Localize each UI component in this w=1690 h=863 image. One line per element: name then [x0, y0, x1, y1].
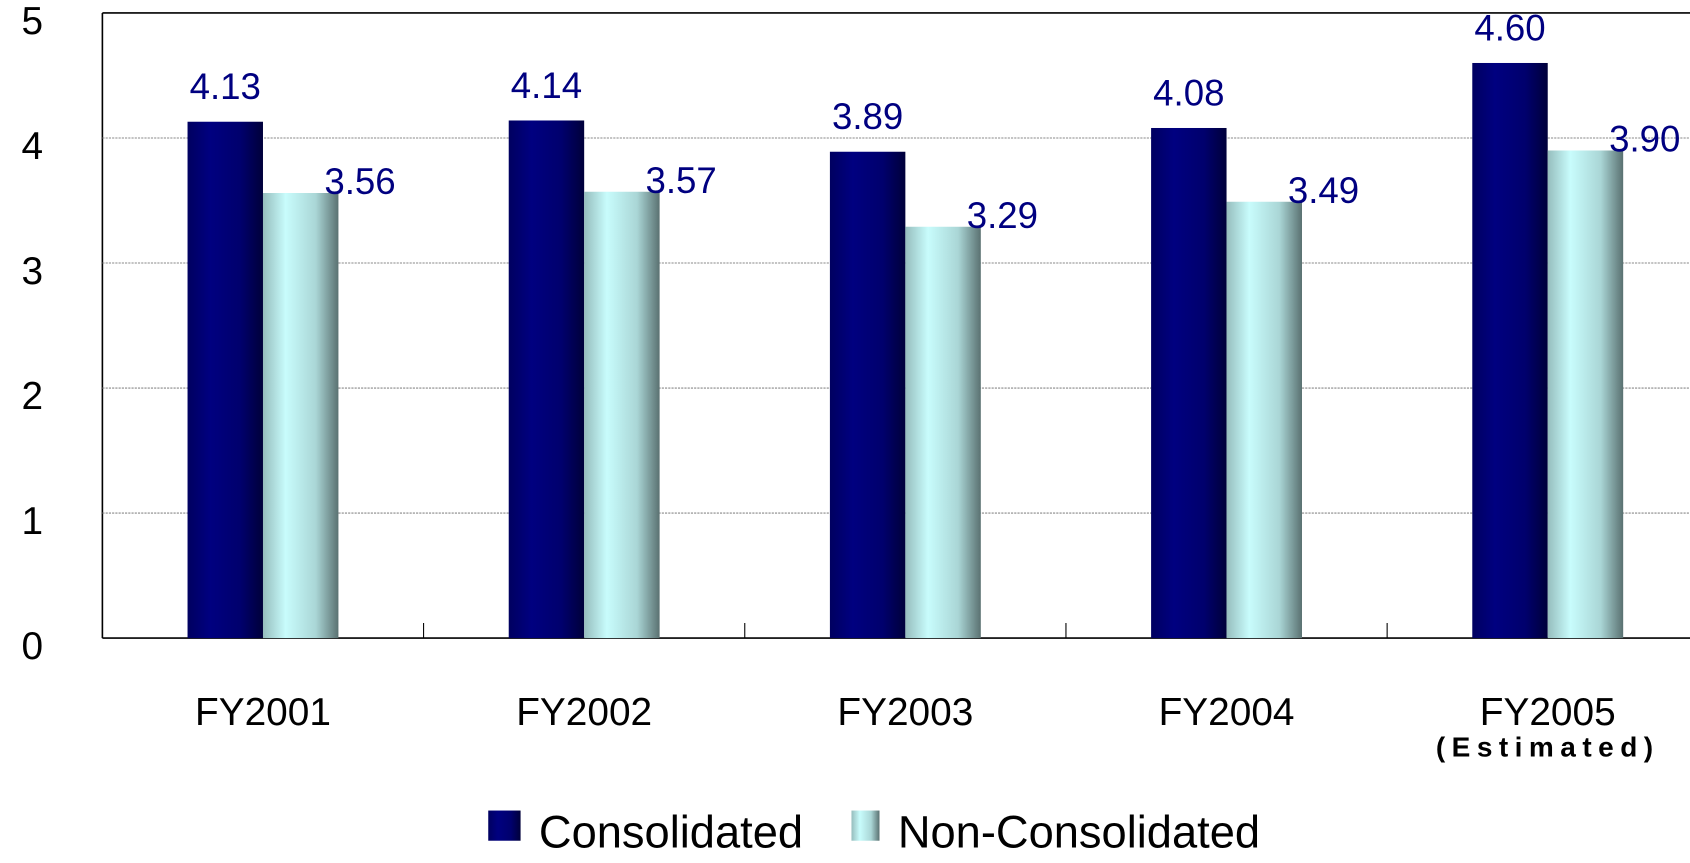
value-label: 4.14	[511, 65, 582, 106]
y-tick-label: 2	[22, 375, 44, 418]
value-label: 3.29	[967, 195, 1038, 236]
x-tick-label: FY2002	[516, 691, 652, 734]
bar	[905, 226, 981, 639]
bar	[1472, 62, 1548, 639]
y-tick-label: 4	[22, 125, 44, 168]
value-label: 3.90	[1609, 119, 1680, 160]
value-label: 3.49	[1288, 170, 1359, 211]
legend-swatch	[851, 810, 880, 841]
bar	[187, 121, 263, 639]
y-tick-label: 3	[22, 250, 44, 293]
x-tick-label: FY2004	[1159, 691, 1295, 734]
value-label: 3.89	[832, 96, 903, 137]
value-label: 3.56	[324, 161, 395, 202]
bar	[508, 120, 585, 639]
bar	[829, 151, 906, 639]
bar	[584, 191, 660, 639]
y-tick-label: 5	[22, 0, 44, 43]
bar	[262, 193, 339, 639]
y-tick-label: 1	[22, 500, 44, 543]
legend-label: Non-Consolidated	[898, 806, 1260, 857]
bar	[1226, 201, 1302, 639]
annotation: (Estimated)	[1436, 732, 1660, 763]
x-tick-label: FY2001	[195, 691, 331, 734]
y-tick-label: 0	[22, 625, 44, 668]
x-tick-label: FY2003	[837, 691, 973, 734]
value-label: 3.57	[646, 160, 717, 201]
legend-swatch	[488, 810, 521, 841]
value-label: 4.60	[1474, 7, 1545, 48]
bar	[1547, 150, 1624, 639]
legend-label: Consolidated	[539, 806, 803, 857]
value-label: 4.13	[190, 66, 261, 107]
value-label: 4.08	[1153, 72, 1224, 113]
bar	[1151, 127, 1227, 639]
x-tick-label: FY2005	[1480, 691, 1616, 734]
